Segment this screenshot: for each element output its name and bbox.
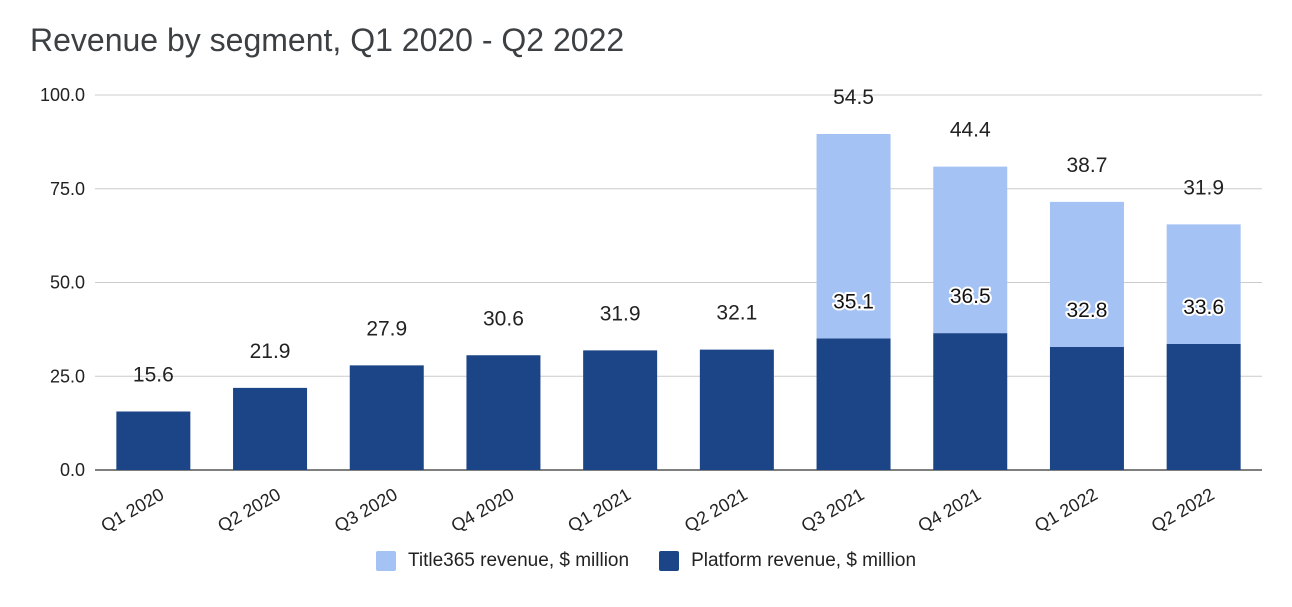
bar-platform (233, 387, 308, 470)
data-label-platform: 30.6 (483, 307, 524, 330)
legend-item-title365[interactable]: Title365 revenue, $ million (375, 550, 630, 572)
x-tick-label: Q2 2022 (1148, 484, 1218, 536)
y-tick-label: 100.0 (40, 85, 85, 105)
data-label-title365: 54.5 (833, 86, 874, 109)
x-tick-label: Q3 2020 (331, 484, 401, 536)
x-tick-label: Q1 2020 (98, 484, 168, 536)
bar-platform (349, 365, 424, 470)
legend-label-title365: Title365 revenue, $ million (407, 550, 630, 571)
x-tick-label: Q4 2021 (914, 484, 984, 536)
data-label-platform: 36.5 (950, 285, 991, 308)
y-tick-label: 0.0 (60, 460, 85, 480)
bar-platform (699, 349, 774, 470)
bar-platform (116, 411, 191, 470)
data-label-platform: 32.8 (1067, 299, 1108, 322)
bar-platform (1049, 347, 1124, 470)
data-label-title365: 38.7 (1067, 154, 1108, 177)
legend-swatch-title365 (375, 551, 396, 571)
bar-platform (933, 333, 1008, 470)
bar-title365 (1049, 201, 1124, 347)
legend: Title365 revenue, $ million Platform rev… (0, 550, 1292, 572)
bar-platform (583, 350, 658, 470)
legend-label-platform: Platform revenue, $ million (691, 550, 917, 571)
data-label-platform: 33.6 (1183, 296, 1224, 319)
data-label-platform: 31.9 (600, 302, 641, 325)
data-label-platform: 15.6 (133, 364, 174, 387)
bar-platform (816, 338, 891, 470)
data-label-title365: 44.4 (950, 119, 991, 142)
y-tick-label: 25.0 (50, 366, 85, 386)
data-label-title365: 31.9 (1183, 176, 1224, 199)
x-tick-label: Q2 2021 (681, 484, 751, 536)
bar-title365 (1166, 224, 1241, 344)
data-label-platform: 21.9 (250, 340, 291, 363)
x-tick-label: Q1 2021 (564, 484, 634, 536)
x-tick-label: Q4 2020 (448, 484, 518, 536)
y-tick-label: 75.0 (50, 179, 85, 199)
data-label-platform: 35.1 (833, 290, 874, 313)
x-tick-label: Q3 2021 (798, 484, 868, 536)
bar-platform (1166, 344, 1241, 470)
x-tick-label: Q2 2020 (214, 484, 284, 536)
chart-title: Revenue by segment, Q1 2020 - Q2 2022 (30, 22, 625, 58)
legend-item-platform[interactable]: Platform revenue, $ million (659, 550, 916, 572)
x-tick-label: Q1 2022 (1031, 484, 1101, 536)
bar-title365 (933, 166, 1008, 334)
bar-title365 (816, 134, 891, 339)
bar-platform (466, 355, 541, 470)
y-tick-label: 50.0 (50, 273, 85, 293)
data-label-platform: 32.1 (716, 302, 757, 325)
legend-swatch-platform (659, 551, 680, 571)
data-label-platform: 27.9 (366, 317, 407, 340)
